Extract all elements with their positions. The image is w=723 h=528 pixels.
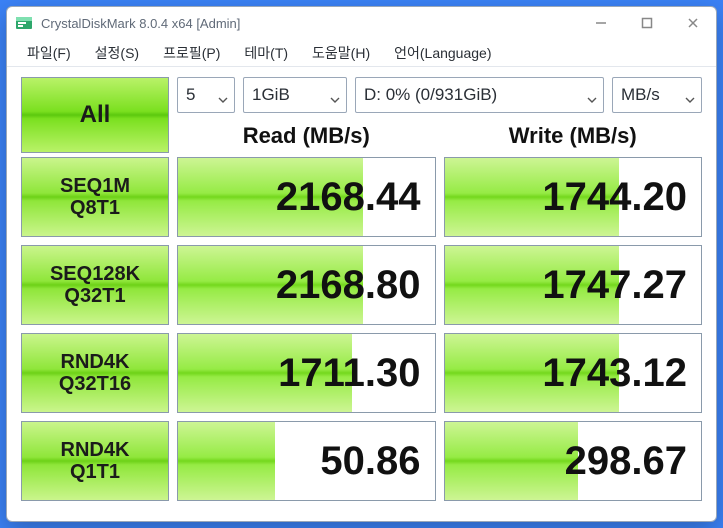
progress-bar bbox=[445, 422, 578, 500]
test-line1: SEQ1M bbox=[60, 175, 130, 197]
test-button-rnd4k-q32t16[interactable]: RND4K Q32T16 bbox=[21, 333, 169, 413]
chevron-down-icon bbox=[685, 90, 695, 100]
chevron-down-icon bbox=[218, 90, 228, 100]
test-line2: Q1T1 bbox=[70, 461, 120, 483]
column-write-header: Write (MB/s) bbox=[444, 123, 703, 149]
menu-language[interactable]: 언어(Language) bbox=[382, 41, 503, 65]
test-button-seq128k-q32t1[interactable]: SEQ128K Q32T1 bbox=[21, 245, 169, 325]
read-value-cell: 2168.80 bbox=[177, 245, 436, 325]
menu-theme[interactable]: 테마(T) bbox=[232, 41, 300, 65]
minimize-button[interactable] bbox=[578, 7, 624, 39]
read-value-cell: 50.86 bbox=[177, 421, 436, 501]
test-button-seq1m-q8t1[interactable]: SEQ1M Q8T1 bbox=[21, 157, 169, 237]
read-value: 2168.80 bbox=[276, 263, 421, 308]
chevron-down-icon bbox=[587, 90, 597, 100]
window-title: CrystalDiskMark 8.0.4 x64 [Admin] bbox=[41, 16, 240, 31]
maximize-button[interactable] bbox=[624, 7, 670, 39]
menu-profile[interactable]: 프로필(P) bbox=[151, 41, 232, 65]
unit-value: MB/s bbox=[621, 85, 660, 105]
write-value: 1747.27 bbox=[542, 263, 687, 308]
progress-bar bbox=[178, 422, 275, 500]
content-area: All 5 1GiB D: 0% (0/931GiB) bbox=[7, 67, 716, 521]
drive-select[interactable]: D: 0% (0/931GiB) bbox=[355, 77, 604, 113]
column-read-header: Read (MB/s) bbox=[177, 123, 436, 149]
app-window: CrystalDiskMark 8.0.4 x64 [Admin] 파일(F) … bbox=[6, 6, 717, 522]
drive-value: D: 0% (0/931GiB) bbox=[364, 85, 497, 105]
run-all-label: All bbox=[80, 101, 111, 129]
chevron-down-icon bbox=[330, 90, 340, 100]
read-value: 2168.44 bbox=[276, 175, 421, 220]
read-value-cell: 2168.44 bbox=[177, 157, 436, 237]
write-value-cell: 298.67 bbox=[444, 421, 703, 501]
test-size-value: 1GiB bbox=[252, 85, 290, 105]
write-value-cell: 1743.12 bbox=[444, 333, 703, 413]
menubar: 파일(F) 설정(S) 프로필(P) 테마(T) 도움말(H) 언어(Langu… bbox=[7, 39, 716, 67]
close-button[interactable] bbox=[670, 7, 716, 39]
test-line1: RND4K bbox=[61, 439, 130, 461]
write-value: 298.67 bbox=[565, 439, 687, 484]
read-value-cell: 1711.30 bbox=[177, 333, 436, 413]
write-value-cell: 1747.27 bbox=[444, 245, 703, 325]
test-size-select[interactable]: 1GiB bbox=[243, 77, 347, 113]
read-value: 1711.30 bbox=[278, 351, 420, 396]
runs-select[interactable]: 5 bbox=[177, 77, 235, 113]
test-button-rnd4k-q1t1[interactable]: RND4K Q1T1 bbox=[21, 421, 169, 501]
run-all-button[interactable]: All bbox=[21, 77, 169, 153]
test-line1: SEQ128K bbox=[50, 263, 140, 285]
write-value: 1743.12 bbox=[542, 351, 687, 396]
unit-select[interactable]: MB/s bbox=[612, 77, 702, 113]
menu-settings[interactable]: 설정(S) bbox=[83, 41, 151, 65]
test-line2: Q32T1 bbox=[64, 285, 125, 307]
test-line2: Q8T1 bbox=[70, 197, 120, 219]
menu-file[interactable]: 파일(F) bbox=[15, 41, 83, 65]
app-icon bbox=[15, 14, 33, 32]
runs-value: 5 bbox=[186, 85, 195, 105]
read-value: 50.86 bbox=[320, 439, 420, 484]
write-value-cell: 1744.20 bbox=[444, 157, 703, 237]
menu-help[interactable]: 도움말(H) bbox=[300, 41, 382, 65]
write-value: 1744.20 bbox=[542, 175, 687, 220]
titlebar: CrystalDiskMark 8.0.4 x64 [Admin] bbox=[7, 7, 716, 39]
results-grid: SEQ1M Q8T1 2168.44 1744.20 SEQ128K Q32T1… bbox=[21, 157, 702, 501]
test-line2: Q32T16 bbox=[59, 373, 131, 395]
test-line1: RND4K bbox=[61, 351, 130, 373]
